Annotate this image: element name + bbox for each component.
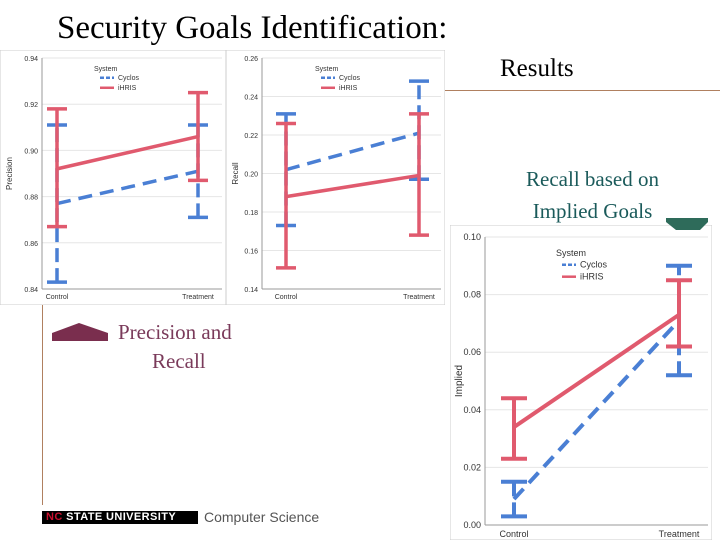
precision-note-line1: Precision and	[118, 320, 232, 344]
y-axis-label: Precision	[5, 157, 14, 190]
y-tick-label: 0.84	[24, 287, 38, 294]
y-tick-label: 0.00	[463, 520, 481, 530]
legend-title: System	[94, 66, 118, 73]
series-line-Cyclos	[512, 319, 681, 501]
y-tick-label: 0.18	[244, 210, 258, 217]
y-tick-label: 0.06	[463, 347, 481, 357]
y-tick-label: 0.92	[24, 102, 38, 109]
divider-left	[42, 300, 43, 505]
y-tick-label: 0.10	[463, 232, 481, 242]
y-tick-label: 0.24	[244, 95, 258, 102]
legend-label: Cyclos	[118, 75, 140, 82]
legend-title: System	[315, 66, 339, 73]
y-tick-label: 0.20	[244, 172, 258, 179]
series-line-iHRIS	[285, 173, 420, 199]
legend-label: Cyclos	[580, 260, 608, 270]
arrow-up-icon	[52, 323, 108, 341]
y-tick-label: 0.14	[244, 287, 258, 294]
divider-top	[445, 90, 720, 91]
x-tick-label: Control	[275, 294, 298, 301]
series-line-iHRIS	[512, 313, 681, 429]
results-subtitle: Results	[500, 55, 574, 82]
legend-label: iHRIS	[118, 85, 137, 92]
series-line-iHRIS	[56, 134, 199, 171]
y-tick-label: 0.22	[244, 133, 258, 140]
precision-chart: 0.84 0.86 0.88 0.90 0.92 0.94 Control Treatment…	[0, 50, 226, 305]
implied-chart-svg: 0.00 0.02 0.04 0.06 0.08 0.10 Control Treatment…	[450, 225, 712, 540]
legend-label: iHRIS	[339, 85, 358, 92]
series-line-Cyclos	[56, 169, 199, 206]
series-line-Cyclos	[285, 131, 420, 172]
legend-label: iHRIS	[580, 272, 604, 282]
y-tick-label: 0.90	[24, 148, 38, 155]
x-tick-label: Treatment	[659, 529, 700, 539]
y-tick-label: 0.16	[244, 249, 258, 256]
y-tick-label: 0.94	[24, 56, 38, 63]
legend-label: Cyclos	[339, 75, 361, 82]
x-tick-label: Control	[46, 294, 69, 301]
y-axis-label: Implied	[454, 365, 465, 397]
implied-chart: 0.00 0.02 0.04 0.06 0.08 0.10 Control Treatment…	[450, 225, 712, 540]
implied-goals-note: Recall based on Implied Goals	[526, 167, 659, 223]
x-tick-label: Control	[499, 529, 528, 539]
y-tick-label: 0.88	[24, 195, 38, 202]
y-axis-label: Recall	[231, 162, 240, 184]
legend-title: System	[556, 248, 586, 258]
x-tick-label: Treatment	[182, 294, 214, 301]
y-tick-label: 0.26	[244, 56, 258, 63]
precision-note-line2: Recall	[152, 349, 206, 373]
department-label: Computer Science	[204, 509, 320, 525]
x-tick-label: Treatment	[403, 294, 435, 301]
slide-title: Security Goals Identification:	[57, 10, 448, 46]
precision-recall-note: Precision and Recall	[118, 318, 232, 376]
y-tick-label: 0.08	[463, 290, 481, 300]
university-logo: NC STATE UNIVERSITY	[42, 511, 198, 524]
recall-chart-svg: 0.14 0.16 0.18 0.20 0.22 0.24 0.26 Control Treat…	[226, 50, 445, 305]
y-tick-label: 0.04	[463, 405, 481, 415]
arrow-down-icon	[666, 218, 708, 230]
y-tick-label: 0.02	[463, 462, 481, 472]
precision-chart-svg: 0.84 0.86 0.88 0.90 0.92 0.94 Control Treatment…	[0, 50, 226, 305]
y-tick-label: 0.86	[24, 241, 38, 248]
recall-chart: 0.14 0.16 0.18 0.20 0.22 0.24 0.26 Control Treat…	[226, 50, 445, 305]
